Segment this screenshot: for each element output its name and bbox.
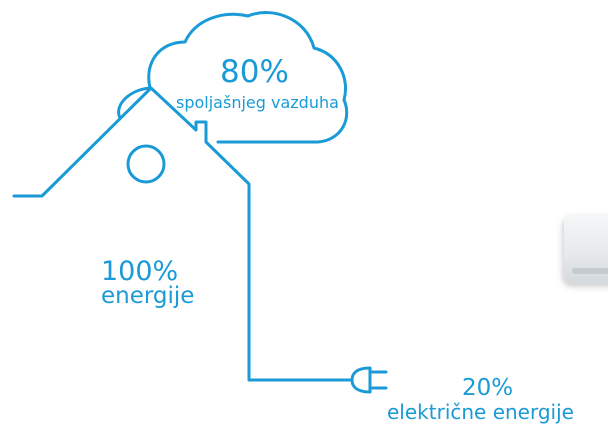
air-conditioner-vent <box>572 268 608 274</box>
cloud-lower-lobe <box>117 86 152 120</box>
electric-energy-percent: 20% <box>462 375 514 401</box>
cloud-outline-icon <box>147 11 349 144</box>
electric-energy-label: električne energije <box>387 400 574 424</box>
house-window-icon <box>126 144 166 184</box>
air-conditioner-unit <box>564 214 608 284</box>
outdoor-air-label: spoljašnjeg vazduha <box>176 93 339 112</box>
total-energy-label: energije <box>101 283 195 309</box>
total-energy-percent: 100% <box>101 256 179 287</box>
power-plug-icon <box>344 366 388 394</box>
outdoor-air-percent: 80% <box>220 54 289 90</box>
house-outline-icon <box>12 86 348 382</box>
